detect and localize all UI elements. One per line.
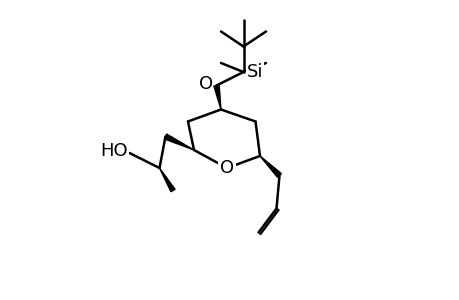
Text: O: O (219, 159, 234, 177)
Polygon shape (164, 134, 194, 150)
Polygon shape (259, 156, 281, 177)
Polygon shape (213, 85, 220, 110)
Polygon shape (159, 168, 175, 192)
Text: Si: Si (246, 63, 263, 81)
Text: O: O (199, 75, 213, 93)
Text: HO: HO (100, 142, 128, 160)
